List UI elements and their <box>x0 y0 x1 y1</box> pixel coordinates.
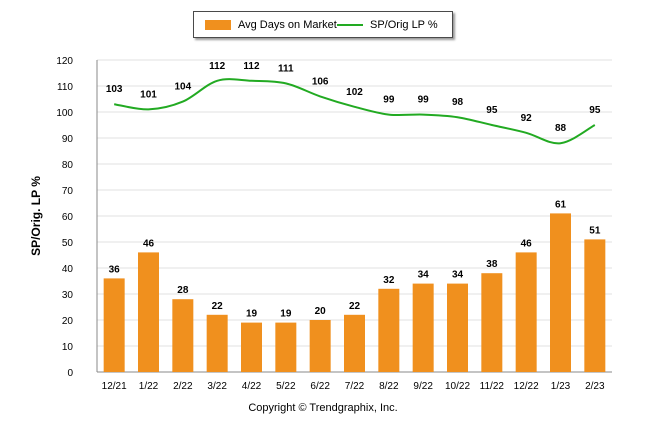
x-tick-label: 12/22 <box>514 381 539 392</box>
y-tick-label: 20 <box>62 316 74 327</box>
x-tick-label: 7/22 <box>345 381 365 392</box>
bar-value-label: 32 <box>383 275 395 286</box>
line-value-label: 102 <box>346 87 363 98</box>
bar <box>206 314 228 372</box>
grid <box>96 59 612 373</box>
y-tick-label: 0 <box>67 368 73 379</box>
y-tick-label: 30 <box>62 290 74 301</box>
line-value-label: 112 <box>243 61 260 72</box>
y-tick-label: 90 <box>62 134 74 145</box>
bar <box>344 314 365 372</box>
legend: Avg Days on Market SP/Orig LP % <box>193 11 453 38</box>
bar-value-label: 51 <box>589 225 601 236</box>
x-tick-label: 2/22 <box>173 381 193 392</box>
line-value-label: 104 <box>174 82 191 93</box>
bar <box>550 213 571 372</box>
bar <box>412 283 434 372</box>
bar-value-label: 22 <box>212 301 224 312</box>
y-tick-label: 10 <box>62 342 74 353</box>
bar-value-label: 46 <box>143 238 155 249</box>
copyright: Copyright © Trendgraphix, Inc. <box>248 402 398 414</box>
y-tick-label: 120 <box>56 56 73 67</box>
x-tick-label: 6/22 <box>310 381 330 392</box>
bar-value-label: 34 <box>452 270 464 281</box>
y-tick-label: 100 <box>56 108 73 119</box>
legend-swatch-days <box>205 20 231 30</box>
line-value-label: 101 <box>140 89 157 100</box>
line-value-label: 98 <box>452 97 464 108</box>
y-tick-label: 50 <box>62 238 74 249</box>
bar <box>309 320 331 372</box>
x-tick-label: 2/23 <box>585 381 605 392</box>
bar <box>138 252 159 372</box>
bar <box>378 288 400 372</box>
bar <box>584 239 606 372</box>
bar <box>447 283 468 372</box>
bar-value-label: 19 <box>280 309 292 320</box>
bar-value-label: 36 <box>109 264 121 275</box>
bar-value-label: 20 <box>315 306 327 317</box>
line-value-label: 106 <box>312 76 329 87</box>
line-value-label: 95 <box>589 105 601 116</box>
bar-value-label: 61 <box>555 199 567 210</box>
bar <box>515 252 537 372</box>
y-axis-ticks: 0 10 20 30 40 50 60 70 80 90 100 110 120 <box>56 56 73 379</box>
legend-label-days: Avg Days on Market <box>238 19 337 31</box>
x-tick-label: 5/22 <box>276 381 296 392</box>
line-value-label: 99 <box>418 95 430 106</box>
line-value-label: 112 <box>209 61 226 72</box>
x-tick-label: 3/22 <box>207 381 227 392</box>
bar <box>172 299 194 372</box>
y-tick-label: 70 <box>62 186 74 197</box>
data-labels: 36 46 28 22 19 19 20 22 32 34 34 38 46 61 51 103 101 104 1… <box>106 61 601 320</box>
bar-value-label: 28 <box>177 285 189 296</box>
x-tick-label: 1/23 <box>551 381 571 392</box>
x-tick-label: 4/22 <box>242 381 262 392</box>
x-tick-label: 12/21 <box>102 381 127 392</box>
y-tick-label: 60 <box>62 212 74 223</box>
bar-value-label: 22 <box>349 301 361 312</box>
line-value-label: 95 <box>486 105 498 116</box>
bar <box>103 278 125 372</box>
bar-value-label: 46 <box>521 238 533 249</box>
x-tick-label: 8/22 <box>379 381 399 392</box>
bar <box>481 273 503 372</box>
line-value-label: 99 <box>383 95 395 106</box>
y-tick-label: 110 <box>57 82 73 93</box>
y-axis-title: SP/Orig. LP % <box>29 176 43 256</box>
x-tick-label: 10/22 <box>445 381 470 392</box>
bar <box>275 322 297 372</box>
line-value-label: 103 <box>106 84 123 95</box>
bar-value-label: 34 <box>418 270 430 281</box>
y-tick-label: 40 <box>62 264 74 275</box>
x-tick-label: 9/22 <box>413 381 433 392</box>
line-value-label: 88 <box>555 123 567 134</box>
sp-line <box>114 78 596 145</box>
bar-value-label: 19 <box>246 309 258 320</box>
bar-value-label: 38 <box>486 259 498 270</box>
x-axis-ticks: 12/21 1/22 2/22 3/22 4/22 5/22 6/22 7/22 8/22 9/2… <box>102 381 605 392</box>
x-tick-label: 11/22 <box>480 381 505 392</box>
bar-series <box>103 213 606 372</box>
line-series <box>114 78 596 145</box>
bar <box>241 322 262 372</box>
y-tick-label: 80 <box>62 160 74 171</box>
legend-label-sp: SP/Orig LP % <box>370 19 438 31</box>
legend-swatch-sp <box>337 24 363 26</box>
line-value-label: 111 <box>278 63 294 74</box>
x-tick-label: 1/22 <box>139 381 159 392</box>
line-value-label: 92 <box>521 113 533 124</box>
